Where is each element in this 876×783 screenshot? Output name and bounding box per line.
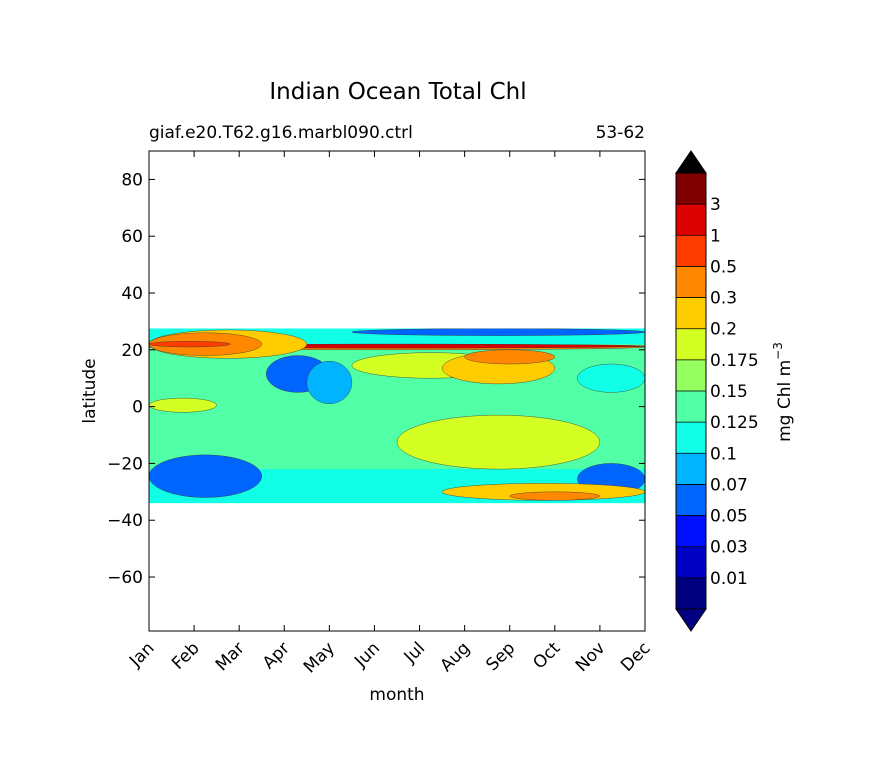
y-axis: 80 60 40 20 0 −20 −40 −60 — [107, 170, 645, 588]
y-tick-label: 40 — [121, 284, 143, 304]
chart-subtitle-right: 53-62 — [596, 123, 645, 143]
colorbar-segment — [676, 391, 706, 423]
contour-band — [464, 349, 556, 365]
contour-band — [351, 328, 645, 336]
contour-band — [149, 397, 217, 413]
colorbar-tick-label: 0.3 — [710, 289, 737, 309]
contour-band — [306, 360, 353, 404]
x-tick-label: Aug — [437, 638, 475, 676]
chart-subtitle-left: giaf.e20.T62.g16.marbl090.ctrl — [149, 123, 413, 143]
colorbar: 0.01 0.03 0.05 0.07 0.1 0.125 0.15 0.175 0.2 0.3 0… — [675, 150, 759, 632]
x-tick-label: Jun — [350, 638, 384, 672]
x-tick-label: Jul — [400, 638, 429, 667]
colorbar-segment — [676, 359, 706, 391]
contour-band — [577, 363, 645, 393]
x-tick-label: Dec — [617, 638, 654, 675]
colorbar-segment — [676, 328, 706, 360]
colorbar-tick-label: 0.2 — [710, 320, 737, 340]
x-tick-label: Apr — [259, 638, 294, 673]
colorbar-extend-under — [675, 608, 707, 632]
colorbar-segment — [676, 453, 706, 485]
x-tick-label: Mar — [212, 638, 249, 675]
contour-band — [149, 341, 231, 348]
contour-band — [396, 414, 601, 470]
y-tick-label: −20 — [107, 454, 143, 474]
x-tick-label: Sep — [482, 638, 519, 675]
x-axis-label: month — [369, 685, 424, 705]
y-tick-label: 20 — [121, 341, 143, 361]
colorbar-tick-label: 0.175 — [710, 351, 759, 371]
colorbar-tick-label: 0.07 — [710, 475, 748, 495]
colorbar-segment — [676, 235, 706, 267]
colorbar-segment — [676, 577, 706, 609]
y-axis-label: latitude — [80, 358, 100, 423]
colorbar-tick-label: 0.15 — [710, 382, 748, 402]
colorbar-segment — [676, 484, 706, 516]
y-tick-label: −40 — [107, 511, 143, 531]
colorbar-tick-label: 0.01 — [710, 569, 748, 589]
x-tick-label: Feb — [168, 638, 203, 673]
colorbar-tick-label: 0.03 — [710, 538, 748, 558]
x-tick-label: Nov — [572, 638, 610, 676]
colorbar-segment — [676, 266, 706, 298]
y-tick-label: 60 — [121, 227, 143, 247]
colorbar-segment — [676, 204, 706, 236]
colorbar-segment — [676, 422, 706, 454]
x-tick-label: Oct — [529, 638, 564, 673]
colorbar-extend-over — [675, 150, 707, 174]
colorbar-tick-label: 3 — [710, 195, 721, 215]
colorbar-label: mg Chl m−3 — [771, 342, 795, 442]
colorbar-segment — [676, 297, 706, 329]
colorbar-segment — [676, 546, 706, 578]
colorbar-tick-label: 1 — [710, 226, 721, 246]
y-tick-label: 0 — [132, 398, 143, 418]
colorbar-label-exponent: −3 — [771, 342, 785, 360]
chart-title: Indian Ocean Total Chl — [269, 79, 526, 105]
colorbar-tick-label: 0.1 — [710, 444, 737, 464]
contour-band — [509, 491, 601, 501]
colorbar-tick-label: 0.05 — [710, 507, 748, 527]
y-tick-label: −60 — [107, 568, 143, 588]
x-tick-label: May — [300, 638, 339, 677]
contour-band — [149, 454, 262, 498]
x-tick-label: Jan — [125, 638, 158, 671]
colorbar-tick-label: 0.125 — [710, 413, 759, 433]
colorbar-tick-label: 0.5 — [710, 257, 737, 277]
colorbar-segment — [676, 173, 706, 205]
y-tick-label: 80 — [121, 170, 143, 190]
plot-frame — [148, 150, 646, 632]
contour-field — [149, 328, 645, 504]
colorbar-segment — [676, 515, 706, 547]
colorbar-label-text: mg Chl m — [775, 360, 795, 442]
